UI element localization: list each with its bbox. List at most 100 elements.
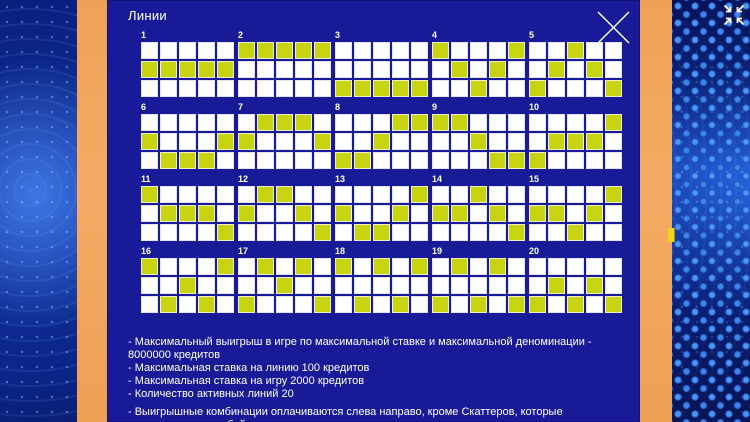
payline-grid [238, 186, 331, 241]
payline-cell [295, 152, 312, 169]
payline-cell [160, 258, 177, 275]
payline-cell [392, 152, 409, 169]
payline-cell [411, 152, 428, 169]
payline-cell [470, 114, 487, 131]
payline-grid [141, 186, 234, 241]
payline-cell-active [160, 296, 177, 313]
payline-cell [314, 61, 331, 78]
scrollbar-marker[interactable] [668, 228, 675, 242]
payline-cell-active [392, 296, 409, 313]
payline-cell-active [335, 80, 352, 97]
payline-number: 1 [141, 30, 147, 40]
payline-cell-active [276, 42, 293, 59]
payline-cell [314, 205, 331, 222]
payline-cell-active [257, 258, 274, 275]
payline-cell-active [432, 296, 449, 313]
payline-cell-active [489, 258, 506, 275]
payline-cell [198, 224, 215, 241]
payline-cell-active [605, 114, 622, 131]
payline-grid [529, 258, 622, 313]
payline-cell [141, 205, 158, 222]
close-button[interactable] [595, 9, 633, 47]
payline-19: 19 [432, 246, 525, 313]
payline-cell [314, 258, 331, 275]
payline-cell [586, 152, 603, 169]
payline-cell-active [508, 42, 525, 59]
payline-cell-active [567, 42, 584, 59]
payline-cell [548, 152, 565, 169]
payline-cell-active [411, 114, 428, 131]
payline-cell [392, 277, 409, 294]
payline-cell [605, 258, 622, 275]
paylines-panel: Линии 1 2 3 4 5 6 7 8 9 10 11 12 13 14 15 16 17 18 19 20 - … [107, 0, 640, 422]
payline-1: 1 [141, 30, 234, 97]
payline-cell [548, 42, 565, 59]
payline-cell [257, 61, 274, 78]
payline-number: 16 [141, 246, 152, 256]
payline-cell [217, 114, 234, 131]
payline-cell [432, 152, 449, 169]
payline-cell [529, 258, 546, 275]
payline-grid [529, 186, 622, 241]
payline-cell [567, 152, 584, 169]
payline-cell [314, 152, 331, 169]
payline-cell [160, 80, 177, 97]
payline-cell-active [238, 42, 255, 59]
payline-cell-active [276, 186, 293, 203]
payline-cell-active [489, 61, 506, 78]
payline-cell [217, 296, 234, 313]
note-line-2: - Максимальная ставка на линию 100 креди… [128, 362, 370, 374]
payline-cell [238, 61, 255, 78]
payline-7: 7 [238, 102, 331, 169]
payline-cell-active [217, 61, 234, 78]
payline-cell [276, 80, 293, 97]
page-title: Линии [128, 8, 167, 23]
payline-cell [586, 114, 603, 131]
payline-cell [373, 186, 390, 203]
payline-8: 8 [335, 102, 428, 169]
payline-cell [451, 186, 468, 203]
collapse-arrows-icon [723, 4, 745, 26]
payline-number: 2 [238, 30, 244, 40]
payline-cell [432, 258, 449, 275]
payline-cell [198, 114, 215, 131]
payline-cell [257, 277, 274, 294]
payline-cell-active [141, 258, 158, 275]
payline-cell-active [314, 133, 331, 150]
payline-grid [141, 114, 234, 169]
payline-cell [508, 61, 525, 78]
payline-cell [238, 114, 255, 131]
payline-6: 6 [141, 102, 234, 169]
payline-cell [529, 114, 546, 131]
payline-cell [217, 42, 234, 59]
fullscreen-toggle-button[interactable] [723, 4, 745, 26]
payline-cell [141, 152, 158, 169]
payline-cell [314, 186, 331, 203]
payline-cell-active [529, 152, 546, 169]
payline-12: 12 [238, 174, 331, 241]
payline-cell-active [160, 152, 177, 169]
payline-5: 5 [529, 30, 622, 97]
payline-cell-active [392, 114, 409, 131]
rules-notes: - Максимальный выигрыш в игре по максима… [128, 336, 636, 422]
payline-cell [392, 42, 409, 59]
payline-cell [451, 277, 468, 294]
payline-cell [295, 186, 312, 203]
payline-cell [238, 277, 255, 294]
payline-cell [276, 224, 293, 241]
payline-cell-active [411, 186, 428, 203]
payline-cell-active [198, 61, 215, 78]
payline-cell-active [508, 224, 525, 241]
payline-cell [198, 80, 215, 97]
payline-cell-active [295, 258, 312, 275]
payline-cell [295, 224, 312, 241]
payline-cell [508, 80, 525, 97]
payline-cell-active [411, 80, 428, 97]
payline-cell [489, 42, 506, 59]
payline-cell [276, 152, 293, 169]
payline-cell [470, 277, 487, 294]
payline-cell-active [373, 133, 390, 150]
payline-cell [335, 42, 352, 59]
payline-cell-active [548, 133, 565, 150]
payline-cell [451, 80, 468, 97]
